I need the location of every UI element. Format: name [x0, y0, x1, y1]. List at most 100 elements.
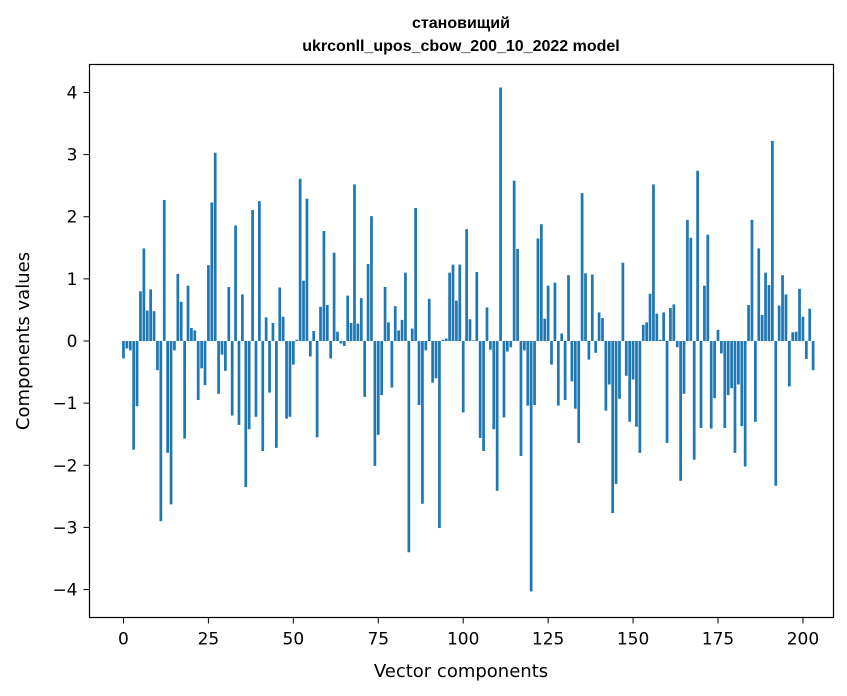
- bar: [122, 341, 125, 359]
- y-tick-label: −3: [52, 518, 77, 538]
- bar: [424, 341, 428, 351]
- bar: [438, 341, 441, 529]
- bar: [458, 264, 462, 341]
- bar: [264, 317, 268, 341]
- bar: [410, 328, 414, 341]
- bar: [132, 341, 136, 450]
- bar: [669, 308, 672, 341]
- bar: [152, 311, 156, 341]
- bar: [207, 265, 210, 341]
- bar: [699, 341, 703, 428]
- bar: [737, 341, 740, 385]
- bar: [305, 198, 309, 341]
- bar: [594, 341, 598, 353]
- bar: [213, 152, 217, 341]
- y-tick-label: 1: [67, 270, 78, 290]
- bar: [421, 341, 424, 504]
- bar: [570, 341, 574, 382]
- bar: [726, 341, 730, 396]
- bar: [342, 341, 346, 346]
- bar: [308, 341, 312, 357]
- bar: [489, 341, 492, 350]
- bar: [539, 224, 543, 341]
- bar: [754, 341, 757, 422]
- bar: [380, 341, 384, 396]
- bar: [336, 331, 339, 341]
- bar: [193, 330, 197, 341]
- bar: [648, 293, 652, 341]
- bar: [485, 307, 489, 341]
- bar: [139, 291, 142, 341]
- bar: [703, 285, 706, 341]
- bar: [553, 282, 557, 341]
- bar: [709, 341, 713, 429]
- bar: [543, 318, 547, 341]
- bar: [743, 341, 747, 467]
- bar: [247, 341, 251, 430]
- bar: [210, 202, 214, 341]
- bar: [614, 341, 618, 484]
- bar: [387, 322, 390, 341]
- bar: [509, 341, 513, 348]
- bar: [730, 341, 733, 389]
- bar: [295, 339, 299, 341]
- bar: [244, 341, 248, 488]
- x-tick-label: 50: [283, 630, 305, 650]
- bar: [522, 341, 526, 351]
- bar: [567, 275, 570, 341]
- bar: [329, 341, 333, 359]
- bar: [251, 209, 254, 341]
- bar: [353, 184, 356, 341]
- bar: [190, 327, 193, 341]
- bar: [584, 273, 587, 341]
- bar: [760, 314, 764, 341]
- bar: [145, 310, 149, 341]
- x-axis-label: Vector components: [374, 661, 548, 682]
- bar: [390, 341, 394, 388]
- bar: [757, 248, 761, 341]
- bar: [407, 341, 411, 553]
- chart-title: становищий: [412, 15, 510, 32]
- bar: [804, 341, 808, 360]
- bar: [516, 249, 519, 341]
- bar: [482, 341, 485, 451]
- bar: [655, 313, 659, 341]
- bar: [740, 341, 744, 427]
- bar: [339, 341, 343, 344]
- bar: [770, 140, 774, 341]
- bar: [200, 341, 203, 369]
- bar: [441, 339, 445, 341]
- bar: [332, 252, 336, 341]
- bar: [580, 193, 584, 341]
- y-tick-label: −1: [52, 394, 77, 414]
- bar: [733, 341, 737, 453]
- x-tick-label: 200: [787, 630, 819, 650]
- bar: [628, 341, 632, 422]
- bar: [638, 341, 642, 453]
- y-axis-label: Components values: [13, 252, 34, 430]
- bar: [631, 341, 635, 380]
- bar: [618, 341, 621, 399]
- bar: [597, 312, 601, 341]
- bar: [777, 305, 781, 341]
- bar: [302, 280, 305, 341]
- bar: [658, 339, 662, 341]
- bar: [448, 272, 451, 341]
- chart-subtitle: ukrconll_upos_cbow_200_10_2022 model: [302, 38, 619, 55]
- bar: [675, 341, 679, 348]
- bar: [325, 304, 329, 341]
- bar: [281, 316, 285, 341]
- bar: [767, 285, 771, 341]
- bar: [526, 341, 530, 406]
- bar: [173, 341, 176, 351]
- bar: [689, 237, 693, 341]
- bar: [604, 341, 608, 411]
- x-tick-label: 25: [198, 630, 220, 650]
- bar: [271, 322, 275, 341]
- bar: [444, 338, 448, 341]
- bar: [611, 341, 615, 514]
- bar: [288, 341, 292, 417]
- bar: [475, 272, 479, 341]
- bar: [621, 262, 625, 341]
